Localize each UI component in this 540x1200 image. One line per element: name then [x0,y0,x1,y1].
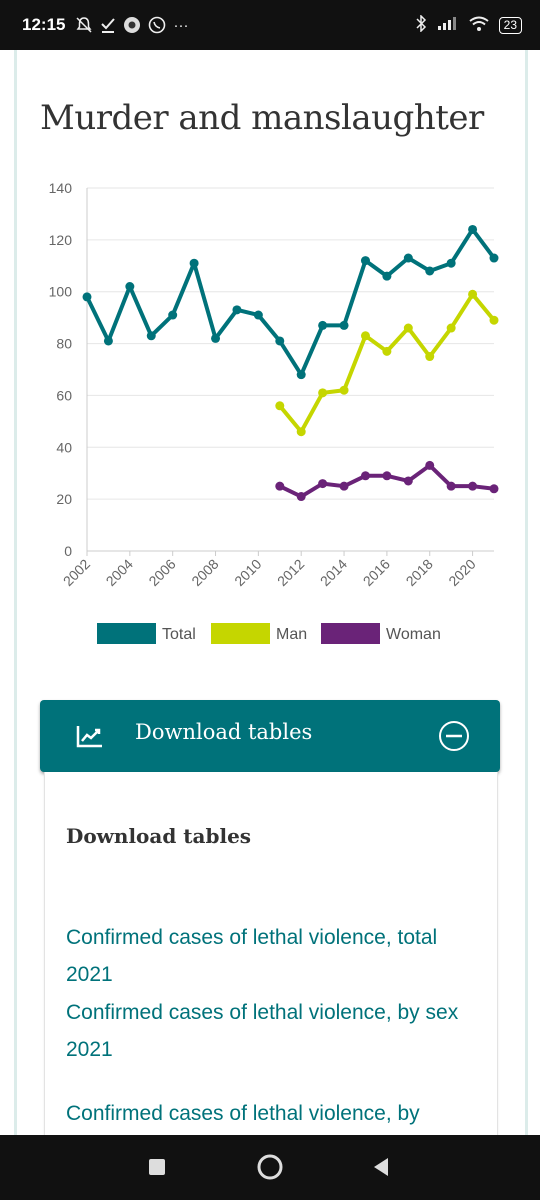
download-link-total[interactable]: Confirmed cases of lethal violence, tota… [66,926,438,986]
point-man-2014 [339,385,349,395]
x-tick-label-2002: 2002 [60,556,93,589]
x-tick-label-2008: 2008 [188,556,221,589]
download-panel: Download tables Confirmed cases of letha… [44,772,498,1135]
point-total-2002 [82,292,92,302]
status-time: 12:15 [22,15,66,34]
point-woman-2013 [318,479,328,489]
y-tick-label-20: 20 [56,491,72,507]
download-heading: Download tables [66,824,252,848]
y-tick-label-60: 60 [56,387,72,403]
bell-off-icon [75,16,93,34]
point-man-2012 [296,427,306,437]
battery-icon: 23 [498,16,522,34]
y-tick-label-80: 80 [56,336,72,352]
y-tick-label-140: 140 [49,180,73,196]
point-man-2015 [360,331,370,341]
point-woman-2012 [296,492,306,502]
point-total-2007 [189,258,199,268]
point-total-2005 [146,331,156,341]
point-total-2015 [360,256,370,266]
whatsapp-icon [148,16,166,34]
point-man-2021 [489,315,499,325]
point-total-2016 [382,271,392,281]
navigation-bar [0,1135,540,1200]
y-tick-label-0: 0 [64,543,72,559]
point-total-2021 [489,253,499,263]
content-frame-left [14,50,17,1135]
line-chart: 0 20 40 60 80 100 120 140 2002 2004 2006 2008 2010 20… [49,180,499,644]
point-total-2011 [275,336,285,346]
point-man-2016 [382,346,392,356]
legend-swatch-total [97,623,156,644]
point-total-2003 [103,336,113,346]
point-total-2010 [253,310,263,320]
point-woman-2017 [403,476,413,486]
y-tick-label-40: 40 [56,439,72,455]
legend-swatch-woman [321,623,380,644]
line-chart-icon [76,724,104,753]
download-link-by-firearms[interactable]: Confirmed cases of lethal violence, by f… [66,1102,420,1125]
point-total-2017 [403,253,413,263]
series-line-woman [278,463,495,499]
point-total-2019 [446,258,456,268]
point-man-2017 [403,323,413,333]
x-tick-label-2012: 2012 [274,556,307,589]
point-woman-2016 [382,471,392,481]
point-total-2018 [425,266,435,276]
signal-icon [437,16,459,34]
legend-label-man: Man [276,626,307,643]
y-tick-label-100: 100 [49,284,73,300]
download-tables-accordion[interactable]: Download tables [40,700,500,772]
point-total-2013 [318,320,328,330]
page-content: Murder and manslaughter 0 20 40 60 80 100 120 1… [0,50,540,1135]
legend-swatch-man [211,623,270,644]
minus-circle-icon[interactable] [438,720,470,757]
point-total-2006 [168,310,178,320]
point-man-2019 [446,323,456,333]
point-man-2018 [425,352,435,362]
point-total-2014 [339,320,349,330]
point-total-2004 [125,282,135,292]
home-circle-icon[interactable] [257,1154,283,1185]
point-woman-2015 [360,471,370,481]
legend-label-total: Total [162,626,196,643]
app-circle-icon [123,16,141,34]
point-man-2013 [318,388,328,398]
x-tick-label-2010: 2010 [231,556,264,589]
y-tick-label-120: 120 [49,232,73,248]
point-man-2011 [275,401,285,411]
bluetooth-icon [415,13,427,36]
check-download-icon [100,16,116,34]
download-link-by-sex[interactable]: Confirmed cases of lethal violence, by s… [66,1001,459,1061]
point-total-2009 [232,305,242,315]
recents-square-icon[interactable] [148,1158,166,1181]
x-tick-label-2018: 2018 [403,556,436,589]
x-tick-label-2004: 2004 [103,556,136,589]
point-woman-2019 [446,481,456,491]
point-total-2020 [468,224,478,234]
accordion-label: Download tables [135,720,313,744]
content-frame-right [525,50,528,1135]
point-woman-2018 [425,460,435,470]
x-tick-label-2016: 2016 [360,556,393,589]
point-total-2008 [211,333,221,343]
series-line-man [278,292,496,434]
x-tick-label-2006: 2006 [145,556,178,589]
x-tick-label-2014: 2014 [317,556,350,589]
wifi-icon [469,16,489,35]
legend-label-woman: Woman [386,626,441,643]
page-title: Murder and manslaughter [40,98,484,138]
point-woman-2020 [468,481,478,491]
back-triangle-icon[interactable] [372,1157,390,1182]
more-dots-icon: ··· [173,16,189,34]
status-bar: 12:15 ··· 23 [0,0,540,50]
point-woman-2021 [489,484,499,494]
point-total-2012 [296,370,306,380]
x-tick-label-2020: 2020 [445,556,478,589]
point-woman-2014 [339,481,349,491]
point-woman-2011 [275,481,285,491]
point-man-2020 [468,289,478,299]
